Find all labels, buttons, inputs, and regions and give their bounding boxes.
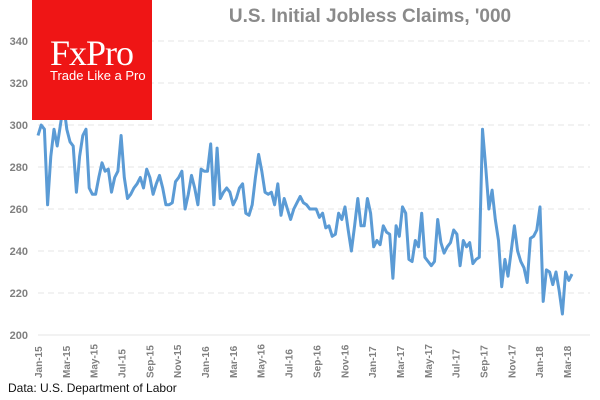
- y-tick-label: 320: [10, 78, 28, 90]
- x-tick-label: May-17: [424, 344, 435, 378]
- x-axis-ticks: Jan-15 Mar-15 May-15 Jul-15 Sep-15 Nov-15 Jan-…: [34, 344, 574, 378]
- y-tick-label: 220: [10, 288, 28, 300]
- x-tick-label: May-15: [90, 344, 101, 378]
- x-tick-label: Jan-15: [34, 346, 45, 378]
- x-tick-label: Sep-16: [312, 345, 323, 378]
- series-line-initial-jobless-claims: [36, 102, 574, 316]
- y-tick-label: 300: [10, 120, 28, 132]
- x-tick-label: Sep-15: [145, 345, 156, 378]
- y-axis-ticks: 200 220 240 260 280 300 320 340: [10, 36, 28, 342]
- x-tick-label: Mar-15: [62, 345, 73, 378]
- logo-brand: FxPro: [50, 33, 134, 73]
- y-tick-label: 280: [10, 162, 28, 174]
- x-tick-label: Mar-16: [229, 345, 240, 378]
- x-tick-label: Jul-17: [452, 349, 463, 378]
- x-tick-label: Jan-17: [368, 346, 379, 378]
- y-tick-label: 240: [10, 246, 28, 258]
- logo-tagline: Trade Like a Pro: [50, 68, 146, 83]
- x-tick-label: Nov-15: [173, 344, 184, 378]
- y-tick-label: 340: [10, 36, 28, 48]
- x-tick-label: Jan-16: [201, 346, 212, 378]
- x-tick-label: Jan-18: [535, 346, 546, 378]
- x-tick-label: Nov-17: [507, 344, 518, 378]
- x-tick-label: Nov-16: [340, 344, 351, 378]
- x-tick-label: Mar-17: [396, 345, 407, 378]
- x-tick-label: Mar-18: [563, 345, 574, 378]
- fxpro-logo: FxPro Trade Like a Pro: [32, 0, 152, 120]
- x-tick-label: Jul-15: [118, 349, 129, 378]
- x-tick-label: Sep-17: [479, 345, 490, 378]
- y-tick-label: 260: [10, 204, 28, 216]
- x-tick-label: Jul-16: [285, 349, 296, 378]
- x-tick-label: May-16: [257, 344, 268, 378]
- data-source: Data: U.S. Department of Labor: [8, 381, 177, 395]
- chart-title: U.S. Initial Jobless Claims, '000: [228, 6, 512, 27]
- y-tick-label: 200: [10, 330, 28, 342]
